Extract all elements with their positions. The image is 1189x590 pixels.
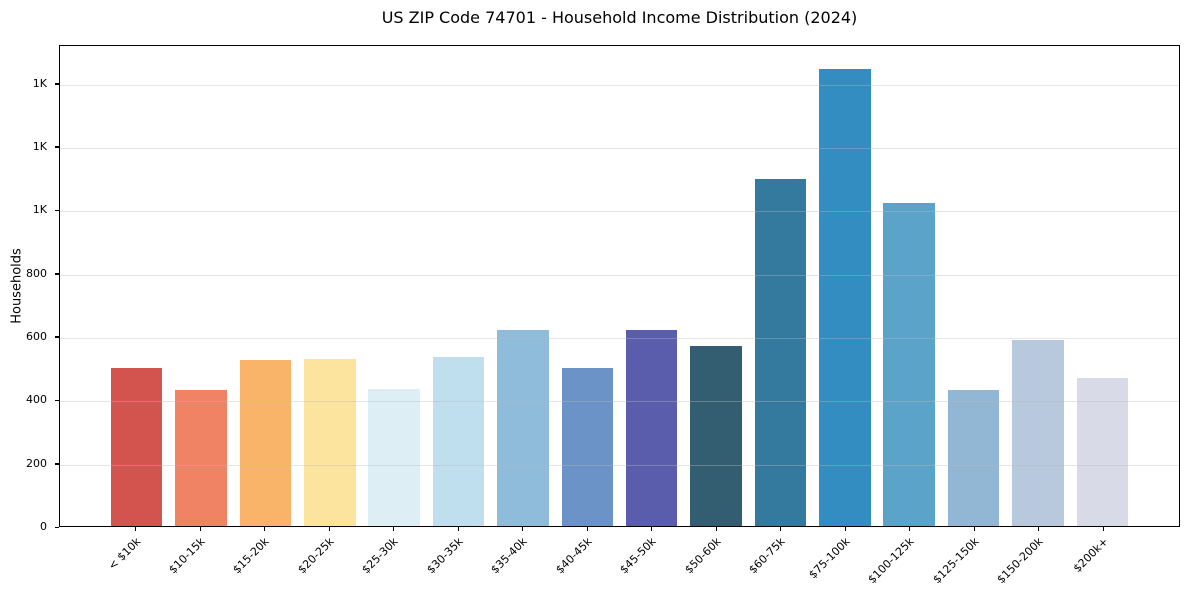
y-tick-mark (55, 463, 59, 465)
x-tick-label: $100-125k (865, 535, 917, 587)
x-tick-mark (844, 527, 846, 531)
bar-20-25k (304, 358, 356, 526)
y-tick-label: 1K (32, 76, 47, 90)
x-tick-label: $150-200k (994, 535, 1046, 587)
y-tick-mark (55, 209, 59, 212)
bar-10-15k (175, 390, 227, 526)
y-tick-label: 0 (40, 520, 47, 533)
bar-30-35k (432, 357, 485, 526)
y-tick-mark (55, 146, 59, 148)
plot-area (59, 45, 1180, 527)
bar-40-45k (561, 368, 614, 526)
x-tick-label: $40-45k (553, 535, 595, 577)
x-tick-mark (780, 527, 782, 531)
x-tick-label: $45-50k (617, 535, 659, 577)
bar-35-40k (497, 330, 549, 526)
gridline-y-600 (60, 337, 1179, 339)
x-tick-mark (586, 527, 588, 531)
x-tick-mark (457, 527, 459, 531)
gridline-y-1000 (60, 211, 1179, 213)
x-tick-mark (328, 527, 330, 531)
bar-100-125k (883, 202, 935, 526)
x-tick-mark (393, 527, 395, 531)
y-tick-mark (55, 526, 59, 528)
bar-25-30k (368, 388, 420, 526)
x-tick-mark (199, 527, 201, 531)
gridline-y-800 (60, 274, 1179, 276)
x-tick-label: $15-20k (230, 535, 272, 577)
x-tick-mark (264, 527, 266, 531)
x-tick-mark (1102, 527, 1104, 531)
x-tick-label: $200k+ (1070, 535, 1111, 576)
chart-title: US ZIP Code 74701 - Household Income Dis… (381, 8, 858, 27)
y-axis-label: Households (9, 248, 25, 324)
x-tick-label: $30-35k (424, 535, 466, 577)
x-tick-label: $60-75k (746, 535, 788, 577)
bar-150-200k (1012, 339, 1064, 526)
y-tick-mark (55, 399, 59, 402)
x-tick-mark (973, 527, 975, 531)
bar-45-50k (625, 330, 678, 526)
gridline-y-200 (60, 464, 1179, 466)
x-tick-mark (715, 527, 717, 531)
gridline-y-400 (60, 401, 1179, 403)
x-tick-mark (909, 527, 911, 531)
x-tick-label: $35-40k (488, 535, 530, 577)
y-tick-label: 400 (26, 393, 47, 407)
x-tick-label: $20-25k (295, 535, 337, 577)
y-tick-label: 800 (26, 266, 47, 280)
bar-10k (110, 368, 163, 526)
x-tick-mark (135, 527, 137, 531)
bar-50-60k (690, 346, 742, 526)
bar-75-100k (819, 68, 871, 526)
y-tick-mark (55, 336, 59, 338)
bar-60-75k (754, 179, 807, 526)
y-tick-label: 600 (26, 329, 47, 343)
gridline-y-1200 (60, 147, 1179, 149)
y-tick-label: 1K (32, 203, 47, 217)
y-tick-mark (55, 273, 59, 275)
y-tick-mark (55, 83, 59, 85)
x-tick-label: $125-150k (930, 535, 982, 587)
x-tick-label: $10-15k (166, 535, 208, 577)
x-tick-label: $75-100k (806, 535, 853, 582)
x-tick-mark (522, 527, 524, 531)
x-tick-label: < $10k (105, 535, 143, 573)
x-tick-label: $25-30k (359, 535, 401, 577)
y-tick-label: 1K (32, 139, 47, 153)
bar-200k (1076, 377, 1129, 526)
y-tick-label: 200 (26, 456, 47, 470)
bar-15-20k (239, 360, 292, 526)
gridline-y-1400 (60, 84, 1179, 86)
x-tick-label: $50-60k (682, 535, 724, 577)
x-tick-mark (651, 527, 653, 531)
x-tick-mark (1038, 527, 1040, 531)
bar-125-150k (947, 390, 1000, 526)
